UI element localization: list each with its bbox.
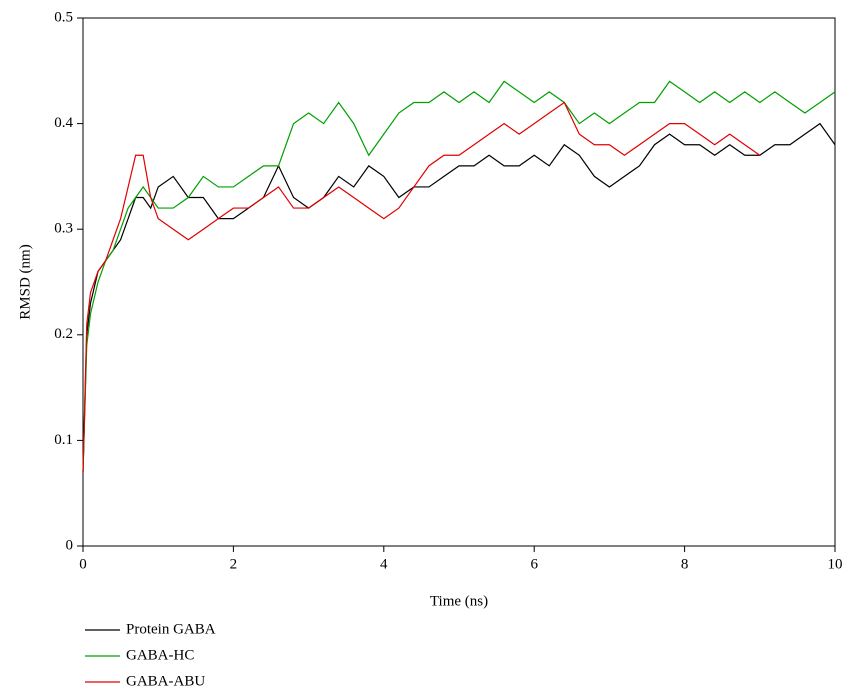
y-tick-label: 0 [66,537,74,553]
data-line [82,122,836,473]
data-line [82,80,836,473]
legend-label: GABA-HC [126,647,194,663]
x-tick-label: 10 [828,556,843,572]
y-axis-label: RMSD (nm) [17,244,33,319]
y-tick-label: 0.1 [54,432,73,448]
plot-frame [82,17,836,547]
x-tick-label: 2 [230,556,238,572]
data-line [82,101,761,473]
x-tick-label: 0 [79,556,87,572]
x-tick-label: 8 [681,556,689,572]
legend-label: Protein GABA [126,621,216,637]
legend-label: GABA-ABU [126,673,205,689]
y-tick-label: 0.2 [54,326,73,342]
y-tick-label: 0.3 [54,221,73,237]
x-axis-label: Time (ns) [430,593,488,609]
x-tick-label: 6 [530,556,538,572]
y-tick-label: 0.5 [54,9,73,25]
y-tick-label: 0.4 [54,115,73,131]
x-tick-label: 4 [380,556,388,572]
